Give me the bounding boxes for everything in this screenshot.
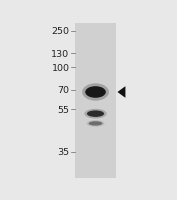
Ellipse shape [89,122,102,126]
Text: 35: 35 [57,147,69,156]
Ellipse shape [84,109,107,119]
Text: 70: 70 [58,86,69,95]
Ellipse shape [85,87,106,98]
Text: 55: 55 [58,105,69,114]
Ellipse shape [87,111,104,117]
Ellipse shape [87,121,104,127]
Text: 100: 100 [52,63,69,72]
Bar [75,24,116,178]
Text: 250: 250 [52,27,69,36]
Ellipse shape [82,84,109,101]
Text: 130: 130 [51,50,69,59]
Polygon shape [118,87,125,98]
